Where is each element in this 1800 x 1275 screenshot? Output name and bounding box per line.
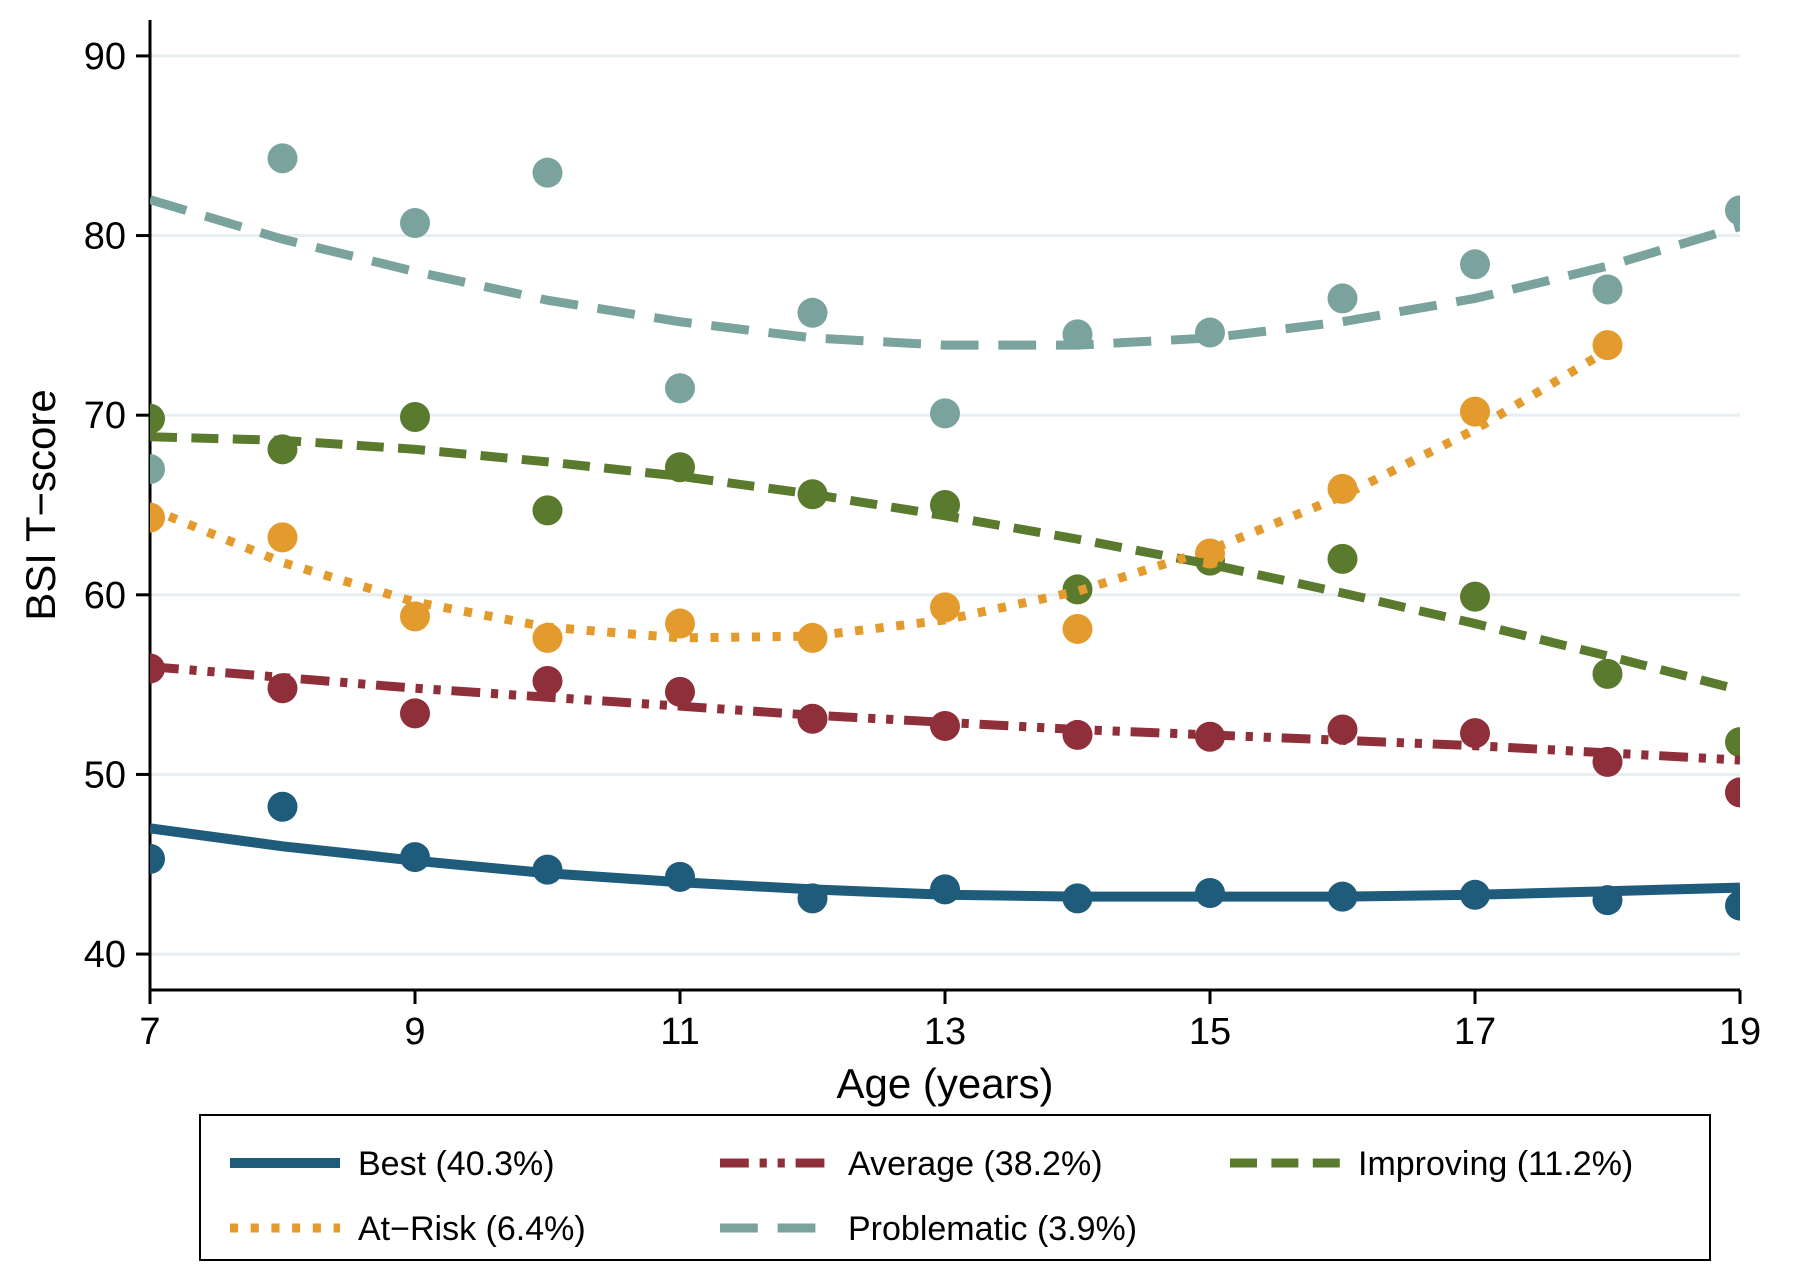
legend-label-problematic: Problematic (3.9%) [848, 1210, 1137, 1248]
marker-average [268, 673, 298, 703]
marker-improving [135, 404, 165, 434]
marker-problematic [268, 143, 298, 173]
x-tick-label: 7 [139, 1011, 160, 1053]
chart-container: 7 9 11 13 15 17 19 40 50 60 70 80 90 Age (years) BSI T… [0, 0, 1800, 1275]
y-tick-label: 80 [84, 216, 126, 258]
marker-atrisk [930, 592, 960, 622]
marker-improving [1725, 727, 1755, 757]
marker-problematic [135, 454, 165, 484]
marker-best [135, 844, 165, 874]
marker-improving [1063, 574, 1093, 604]
x-tick-label: 17 [1454, 1011, 1496, 1053]
y-tick-label: 70 [84, 395, 126, 437]
marker-problematic [400, 208, 430, 238]
x-tick-label: 11 [660, 1011, 699, 1053]
marker-problematic [1195, 318, 1225, 348]
marker-problematic [930, 398, 960, 428]
y-tick-label: 60 [84, 575, 126, 617]
marker-atrisk [1063, 614, 1093, 644]
x-axis-label: Age (years) [836, 1060, 1053, 1107]
marker-average [1725, 777, 1755, 807]
marker-atrisk [268, 522, 298, 552]
marker-problematic [798, 298, 828, 328]
marker-problematic [1460, 249, 1490, 279]
y-tick-label: 90 [84, 36, 126, 78]
marker-problematic [533, 158, 563, 188]
chart-svg: 7 9 11 13 15 17 19 40 50 60 70 80 90 Age (years) BSI T… [0, 0, 1800, 1275]
legend-label-atrisk: At−Risk (6.4%) [358, 1210, 586, 1248]
legend-label-average: Average (38.2%) [848, 1145, 1103, 1183]
marker-atrisk [798, 623, 828, 653]
legend-label-best: Best (40.3%) [358, 1145, 555, 1183]
marker-problematic [1328, 283, 1358, 313]
marker-atrisk [135, 503, 165, 533]
marker-problematic [665, 373, 695, 403]
marker-average [1063, 720, 1093, 750]
x-tick-label: 19 [1719, 1011, 1761, 1053]
marker-best [268, 792, 298, 822]
x-tick-label: 15 [1189, 1011, 1231, 1053]
marker-improving [1328, 544, 1358, 574]
legend-label-improving: Improving (11.2%) [1358, 1145, 1633, 1183]
marker-best [1725, 891, 1755, 921]
marker-improving [400, 402, 430, 432]
marker-problematic [1593, 274, 1623, 304]
y-tick-label: 40 [84, 934, 126, 976]
marker-improving [1460, 582, 1490, 612]
y-tick-label: 50 [84, 754, 126, 796]
marker-problematic [1725, 195, 1755, 225]
marker-average [400, 698, 430, 728]
x-tick-label: 13 [924, 1011, 966, 1053]
x-tick-label: 9 [404, 1011, 425, 1053]
y-axis-label: BSI T−score [17, 389, 64, 621]
marker-improving [1593, 659, 1623, 689]
marker-improving [533, 495, 563, 525]
marker-average [533, 666, 563, 696]
